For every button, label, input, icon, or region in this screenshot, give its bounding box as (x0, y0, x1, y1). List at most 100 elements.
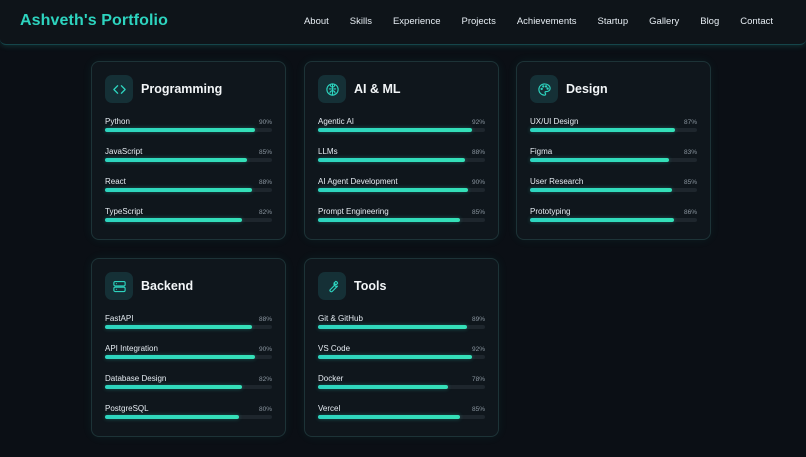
skill-card-ai-ml: AI & ML Agentic AI 92% LLMs 88% AI Agent Deve… (304, 61, 499, 240)
card-title: Programming (141, 82, 223, 96)
skill-progress-track (105, 355, 272, 359)
skill-progress-track (318, 128, 485, 132)
skill-percent: 85% (471, 406, 485, 413)
skill-progress-track (105, 415, 272, 419)
skill-percent: 82% (258, 209, 272, 216)
skill-progress-track (530, 188, 697, 192)
nav-link-skills[interactable]: Skills (349, 16, 372, 27)
skill-item: Agentic AI 92% (318, 117, 485, 147)
skill-progress-track (318, 415, 485, 419)
skill-percent: 90% (258, 346, 272, 353)
skill-name: UX/UI Design (530, 117, 579, 126)
skill-progress-fill (105, 325, 252, 329)
skill-progress-track (105, 385, 272, 389)
skill-progress-fill (530, 188, 672, 192)
server-icon (105, 272, 133, 300)
card-header: AI & ML (318, 75, 401, 103)
skill-item: PostgreSQL 80% (105, 404, 272, 434)
skill-progress-fill (105, 385, 242, 389)
skill-percent: 88% (258, 179, 272, 186)
skill-list: Agentic AI 92% LLMs 88% AI Agent Development… (318, 117, 485, 237)
card-header: Tools (318, 272, 386, 300)
skill-list: Python 90% JavaScript 85% React 88% TypeScript… (105, 117, 272, 237)
skill-percent: 90% (471, 179, 485, 186)
skill-progress-track (318, 218, 485, 222)
nav-link-startup[interactable]: Startup (597, 16, 629, 27)
skill-name: Prompt Engineering (318, 207, 389, 216)
nav-link-gallery[interactable]: Gallery (649, 16, 680, 27)
nav-link-contact[interactable]: Contact (740, 16, 773, 27)
nav-link-blog[interactable]: Blog (700, 16, 720, 27)
card-title: AI & ML (354, 82, 401, 96)
skill-name: LLMs (318, 147, 338, 156)
skill-card-backend: Backend FastAPI 88% API Integration 90% Datab… (91, 258, 286, 437)
skill-progress-track (318, 355, 485, 359)
nav-link-projects[interactable]: Projects (461, 16, 496, 27)
skill-progress-fill (530, 128, 676, 132)
navbar: Ashveth's Portfolio About Skills Experie… (0, 0, 806, 45)
card-header: Programming (105, 75, 222, 103)
skill-name: Agentic AI (318, 117, 355, 126)
skill-name: PostgreSQL (105, 404, 149, 413)
skill-percent: 78% (471, 376, 485, 383)
skill-progress-fill (318, 325, 467, 329)
skill-progress-track (530, 128, 697, 132)
skill-name: AI Agent Development (318, 177, 398, 186)
skill-name: VS Code (318, 344, 351, 353)
skill-progress-track (318, 325, 485, 329)
skill-name: Git & GitHub (318, 314, 363, 323)
skill-item: VS Code 92% (318, 344, 485, 374)
skill-name: Vercel (318, 404, 341, 413)
skill-name: User Research (530, 177, 584, 186)
brand-logo[interactable]: Ashveth's Portfolio (20, 12, 168, 29)
skill-progress-fill (105, 188, 252, 192)
skill-item: User Research 85% (530, 177, 697, 207)
skill-name: Database Design (105, 374, 167, 383)
skill-percent: 85% (258, 149, 272, 156)
skill-progress-fill (318, 355, 472, 359)
wrench-icon (318, 272, 346, 300)
skill-progress-fill (318, 128, 472, 132)
skill-percent: 89% (471, 316, 485, 323)
skill-item: TypeScript 82% (105, 207, 272, 237)
skill-progress-track (318, 188, 485, 192)
skill-item: Python 90% (105, 117, 272, 147)
skill-name: Docker (318, 374, 344, 383)
skill-percent: 88% (471, 149, 485, 156)
skill-percent: 87% (683, 119, 697, 126)
nav-link-experience[interactable]: Experience (392, 16, 441, 27)
skill-progress-track (105, 128, 272, 132)
skill-item: React 88% (105, 177, 272, 207)
skill-item: Figma 83% (530, 147, 697, 177)
skill-progress-track (105, 158, 272, 162)
skill-name: Python (105, 117, 130, 126)
brain-icon (318, 75, 346, 103)
card-header: Backend (105, 272, 193, 300)
skill-percent: 83% (683, 149, 697, 156)
skill-item: Vercel 85% (318, 404, 485, 434)
skill-progress-fill (105, 128, 256, 132)
skill-progress-fill (318, 158, 465, 162)
skill-progress-fill (105, 355, 256, 359)
card-title: Tools (354, 279, 387, 293)
skill-percent: 92% (471, 119, 485, 126)
skill-percent: 80% (258, 406, 272, 413)
skill-item: LLMs 88% (318, 147, 485, 177)
skill-item: Prototyping 86% (530, 207, 697, 237)
skill-progress-track (105, 325, 272, 329)
skill-name: API Integration (105, 344, 158, 353)
skill-progress-fill (318, 415, 460, 419)
code-icon (105, 75, 133, 103)
skill-item: Git & GitHub 89% (318, 314, 485, 344)
skill-progress-fill (318, 188, 469, 192)
skill-progress-fill (105, 158, 247, 162)
skill-percent: 86% (683, 209, 697, 216)
nav-link-about[interactable]: About (303, 16, 329, 27)
skill-name: Figma (530, 147, 553, 156)
skill-name: JavaScript (105, 147, 143, 156)
skill-name: TypeScript (105, 207, 143, 216)
skill-progress-fill (105, 415, 239, 419)
nav-link-achievements[interactable]: Achievements (516, 16, 577, 27)
skill-percent: 92% (471, 346, 485, 353)
skill-item: UX/UI Design 87% (530, 117, 697, 147)
